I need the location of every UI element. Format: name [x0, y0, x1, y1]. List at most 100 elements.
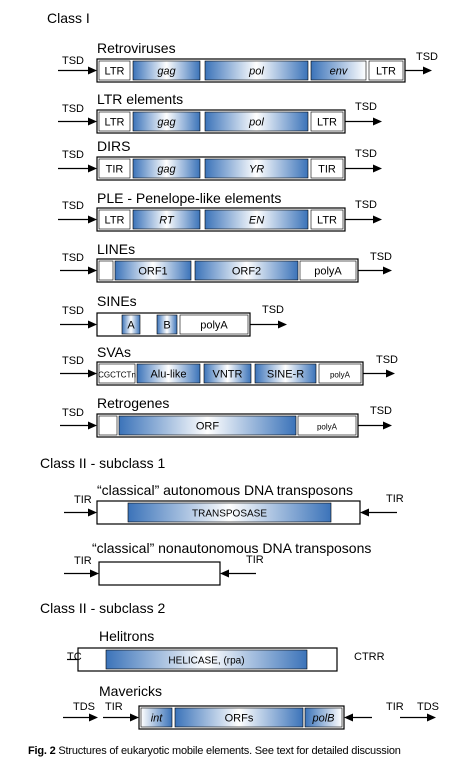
flank-label: TSD [62, 103, 84, 115]
flank-label: TSD [355, 101, 377, 113]
flank-arrow-head [88, 117, 97, 126]
coding-segment [204, 111, 309, 132]
flank-arrow-head [88, 66, 97, 75]
segment [318, 363, 362, 384]
coding-segment [204, 209, 309, 230]
segment-label: polB [311, 713, 334, 725]
coding-segment [132, 60, 201, 81]
coding-segment [194, 260, 299, 281]
flank-label: TIR [105, 701, 123, 713]
coding-segment [132, 209, 201, 230]
flank-arrow [358, 266, 392, 275]
segment-label: EN [249, 215, 264, 227]
coding-segment [114, 260, 192, 281]
segment-label: env [330, 66, 349, 78]
segment-label: LTR [105, 215, 125, 227]
flank-arrow-head [88, 215, 97, 224]
flank-arrow [60, 369, 97, 378]
element-title: “classical” autonomous DNA transposons [97, 482, 353, 498]
element-title: SINEs [97, 293, 137, 309]
flank-label: CTRR [354, 651, 385, 663]
flank-arrow [345, 215, 382, 224]
flank-arrow-head [88, 266, 97, 275]
coding-segment [203, 363, 252, 384]
coding-segment [127, 502, 332, 523]
segment [310, 209, 344, 230]
coding-segment [304, 707, 343, 728]
element-title: Retroviruses [97, 40, 176, 56]
flank-arrow-head [373, 117, 382, 126]
segment [297, 415, 357, 436]
segment-label: ORF2 [232, 266, 261, 278]
flank-arrow [344, 713, 372, 722]
flank-label: TSD [376, 354, 398, 366]
flank-arrow [363, 369, 395, 378]
coding-segment [204, 158, 309, 179]
segment-label: RT [159, 215, 175, 227]
segment-label: LTR [376, 66, 396, 78]
segment-label: gag [157, 117, 176, 129]
coding-segment [132, 158, 201, 179]
flank-label: TIR [246, 554, 264, 566]
flank-label: TSD [262, 304, 284, 316]
flank-label: TSD [370, 251, 392, 263]
flank-label: TSD [62, 305, 84, 317]
element-title: LTR elements [97, 91, 183, 107]
flank-arrow-head [89, 713, 98, 722]
flank-arrow-head [386, 369, 395, 378]
flank-arrow [58, 164, 97, 173]
flank-arrow [58, 66, 97, 75]
flank-label: TSD [416, 51, 438, 63]
element-title: PLE - Penelope-like elements [97, 190, 281, 206]
segment [98, 260, 114, 281]
caption-text: Structures of eukaryotic mobile elements… [55, 745, 401, 757]
segment-label: polyA [317, 423, 338, 432]
figure-caption: Fig. 2 Structures of eukaryotic mobile e… [28, 745, 468, 757]
section-label: Class I [47, 10, 90, 26]
coding-segment [310, 60, 367, 81]
coding-segment [132, 111, 201, 132]
segment [310, 111, 344, 132]
segment-label: gag [157, 164, 176, 176]
flank-label: TIR [386, 701, 404, 713]
flank-label: TSD [62, 55, 84, 67]
flank-arrow [345, 117, 382, 126]
flank-arrow [250, 320, 287, 329]
flank-arrow-head [423, 66, 432, 75]
segment [179, 314, 249, 335]
segment-label: VNTR [213, 369, 243, 381]
segment-label: CGCTCTn [98, 371, 136, 380]
segment [98, 60, 131, 81]
flank-label: TSD [355, 199, 377, 211]
segment-label: pol [248, 117, 264, 129]
coding-segment [118, 415, 297, 436]
flank-label: TSD [370, 405, 392, 417]
segment-label: HELICASE, (rpa) [168, 656, 244, 667]
element-title: Mavericks [99, 683, 162, 699]
caption-label: Fig. 2 [28, 745, 56, 757]
flank-arrow [360, 508, 397, 517]
flank-arrow-head [88, 421, 97, 430]
segment-label: A [127, 320, 135, 332]
segment [299, 260, 357, 281]
flank-label: TC [67, 651, 82, 663]
flank-arrow-head [383, 266, 392, 275]
section-label: Class II - subclass 2 [40, 600, 165, 616]
flank-arrow [58, 117, 97, 126]
segment-label: LTR [105, 117, 125, 129]
flank-label: TDS [73, 701, 95, 713]
coding-segment [174, 707, 304, 728]
segment-label: B [163, 320, 170, 332]
flank-label: TIR [386, 493, 404, 505]
flank-label: TDS [417, 701, 439, 713]
segment-label: ORF [196, 421, 220, 433]
segment [98, 415, 118, 436]
segment-label: int [151, 713, 164, 725]
coding-segment [121, 314, 141, 335]
segment-label: polyA [330, 371, 351, 380]
element-title: DIRS [97, 138, 130, 154]
flank-arrow [103, 713, 139, 722]
segment-label: SINE-R [267, 369, 304, 381]
flank-arrow-head [220, 569, 229, 578]
